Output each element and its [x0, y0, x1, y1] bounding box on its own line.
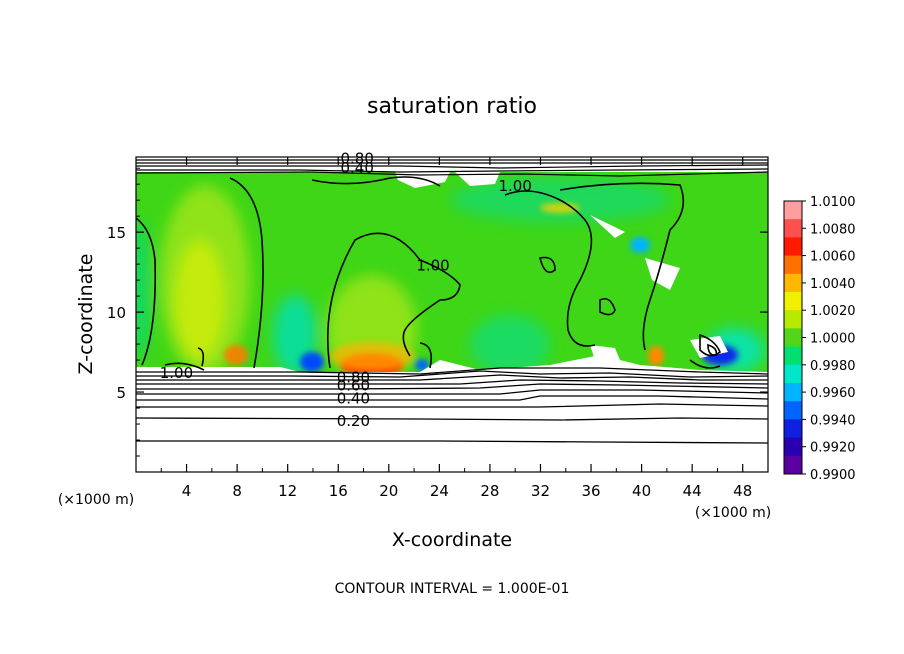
x-axis-label: X-coordinate: [392, 529, 512, 551]
field-hotspots: [224, 203, 738, 377]
colorbar-segment: [784, 201, 802, 220]
hotspot-orange-east: [648, 346, 664, 366]
x-tick-label: 24: [430, 482, 449, 500]
contour-label: 1.00: [160, 364, 193, 382]
colorbar-label: 1.0020: [810, 304, 856, 319]
colorbar-segment: [784, 401, 802, 420]
contour-label: 0.20: [337, 412, 370, 430]
colorbar-label: 1.0000: [810, 332, 856, 347]
colorbar-segment: [784, 328, 802, 348]
contour-lines-lower: [136, 367, 768, 444]
contour-label: 0.80: [340, 150, 373, 168]
contour-label: 0.80: [337, 369, 370, 387]
hotspot-orange-west: [224, 345, 248, 365]
x-tick-label: 16: [329, 482, 348, 500]
colorbar-segment: [784, 255, 802, 275]
colorbar-label: 0.9980: [810, 359, 856, 374]
x-tick-label: 40: [632, 482, 651, 500]
x-tick-label: 44: [683, 482, 702, 500]
colorbar-labels: 1.0100 1.0080 1.0060 1.0040 1.0020 1.0000 0.99…: [802, 195, 856, 483]
colorbar-segment: [784, 237, 802, 257]
colorbar-segment: [784, 292, 802, 311]
colorbar-label: 0.9920: [810, 441, 856, 456]
colorbar-segment: [784, 310, 802, 329]
plot-area: [136, 157, 768, 472]
y-tick-label: 5: [116, 384, 126, 402]
contour-lines-saturation: [136, 176, 721, 371]
contour-label: 1.00: [416, 257, 449, 275]
colorbar-label: 0.9900: [810, 468, 856, 483]
colorbar-segment: [784, 455, 802, 475]
colorbar-segment: [784, 364, 802, 384]
x-tick-label: 4: [182, 482, 192, 500]
y-tick-label: 10: [107, 304, 126, 322]
contour-label: 0.60: [337, 377, 370, 395]
colorbar-label: 1.0080: [810, 222, 856, 237]
colorbar-label: 1.0060: [810, 250, 856, 265]
coldspot-blue-2: [415, 359, 429, 371]
contour-label: 1.00: [498, 177, 531, 195]
colorbar-label: 1.0100: [810, 195, 856, 210]
x-tick-label: 12: [278, 482, 297, 500]
hotspot-yellow-upper: [540, 203, 580, 213]
contour-label: 0.40: [337, 389, 370, 407]
x-axis-ticks: 4 8 12 16 20 24 28 32 36 40 44 48: [160, 157, 752, 500]
y-axis-units: (×1000 m): [58, 492, 134, 508]
x-tick-label: 32: [531, 482, 550, 500]
x-tick-label: 28: [480, 482, 499, 500]
colorbar-label: 1.0040: [810, 277, 856, 292]
dry-lower-pockets: [590, 336, 728, 360]
contour-labels: 1.001.001.00 0.800.600.400.200.800.40: [160, 150, 532, 430]
contour-lines-upper: [136, 159, 768, 177]
contour-label: 0.40: [340, 159, 373, 177]
dry-upper-pockets: [395, 172, 680, 290]
coldspot-blue-1: [300, 352, 324, 372]
plot-frame: [135, 156, 769, 473]
colorbar-segment: [784, 437, 802, 457]
y-tick-label: 15: [107, 224, 126, 242]
field-supersat-core-west: [175, 240, 225, 360]
colorbar-segment: [784, 219, 802, 238]
x-tick-label: 48: [733, 482, 752, 500]
colorbar-segment: [784, 383, 802, 402]
contour-interval-note: CONTOUR INTERVAL = 1.000E-01: [335, 581, 570, 597]
colorbar-segment: [784, 273, 802, 293]
hotspot-orange-main: [330, 342, 414, 370]
colorbar-segment: [784, 419, 802, 439]
field-subsat-cyan-2: [470, 315, 550, 375]
field-features: [136, 178, 765, 385]
field-subsat-left: [136, 220, 150, 360]
y-axis-ticks: 5 10 15: [107, 167, 768, 457]
x-axis-units: (×1000 m): [695, 505, 771, 521]
colorbar-label: 0.9940: [810, 413, 856, 428]
x-tick-label: 8: [232, 482, 242, 500]
x-tick-label: 20: [379, 482, 398, 500]
colorbar-label: 0.9960: [810, 386, 856, 401]
chart-title: saturation ratio: [367, 94, 537, 119]
x-tick-label: 36: [581, 482, 600, 500]
dry-upper-layer: [136, 157, 768, 172]
colorbar: [783, 200, 803, 475]
coldspot-blue-4: [630, 237, 650, 253]
colorbar-segment: [784, 346, 802, 366]
y-axis-label: Z-coordinate: [75, 254, 97, 375]
